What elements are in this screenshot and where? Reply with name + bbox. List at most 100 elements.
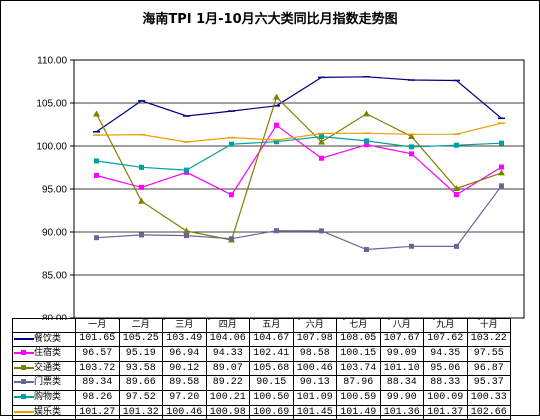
data-label-1-3: 94.33 — [205, 346, 250, 362]
data-label-3-5: 90.13 — [292, 375, 337, 392]
table-row: 餐饮类 101.65 105.25 103.49 104.06 104.67 107.98 1… — [12, 331, 511, 348]
series-1-point-8 — [454, 192, 459, 198]
legend-entry-1: 住宿类 — [12, 346, 76, 362]
data-label-2-5: 100.46 — [292, 360, 337, 377]
data-label-0-8: 107.62 — [423, 331, 468, 348]
data-label-4-7: 99.90 — [379, 390, 424, 406]
series-4-point-0 — [94, 158, 99, 164]
series-4-point-2 — [184, 167, 189, 173]
data-label-3-0: 89.34 — [75, 375, 120, 392]
table-row: 娱乐类 101.27 101.32 100.46 100.98 100.69 101.45 1… — [12, 404, 511, 420]
data-label-4-4: 100.50 — [249, 390, 294, 406]
data-label-1-1: 95.19 — [118, 346, 163, 362]
data-label-2-4: 105.68 — [249, 360, 294, 377]
series-line-1 — [96, 124, 502, 196]
series-3-point-4 — [274, 228, 279, 234]
data-label-0-7: 107.67 — [379, 331, 424, 348]
category-label-6: 七月 — [336, 318, 381, 333]
data-label-2-0: 103.72 — [75, 360, 120, 377]
series-line-5 — [96, 122, 502, 143]
data-table: 一月 二月 三月 四月 五月 六月 七月 八月 九月 十月 餐饮类 101.65 105.25 103.4… — [12, 318, 511, 420]
series-1-point-0 — [94, 172, 99, 178]
data-label-1-5: 98.58 — [292, 346, 337, 362]
ytick-label-6: 110.00 — [37, 56, 67, 67]
series-2-point-5 — [318, 138, 325, 145]
series-1-point-9 — [499, 164, 504, 170]
data-label-5-6: 101.49 — [336, 404, 381, 420]
data-label-5-3: 100.98 — [205, 404, 250, 420]
series-1-point-5 — [319, 155, 324, 161]
data-label-0-2: 103.49 — [162, 331, 207, 348]
legend-label-3: 门票类 — [34, 377, 62, 388]
category-label-4: 五月 — [249, 318, 294, 333]
ytick-label-3: 95.00 — [42, 185, 67, 196]
data-label-0-3: 104.06 — [205, 331, 250, 348]
series-line-4 — [96, 135, 502, 171]
chart-title: 海南TPI 1月-10月六大类同比月指数走势图 — [142, 12, 398, 27]
data-label-5-2: 100.46 — [162, 404, 207, 420]
series-2-point-9 — [498, 169, 505, 176]
legend-label-1: 住宿类 — [34, 348, 62, 359]
data-label-4-1: 97.52 — [118, 390, 163, 406]
series-2-point-4 — [273, 93, 280, 100]
series-4-point-6 — [364, 138, 369, 144]
series-2-point-6 — [363, 110, 370, 117]
table-header-row: 一月 二月 三月 四月 五月 六月 七月 八月 九月 十月 — [12, 318, 511, 333]
ytick-label-2: 90.00 — [42, 228, 67, 239]
series-4-point-1 — [139, 164, 144, 170]
category-label-1: 二月 — [118, 318, 163, 333]
series-1-point-7 — [409, 151, 414, 157]
series-4-point-8 — [454, 142, 459, 148]
category-label-2: 三月 — [162, 318, 207, 333]
legend-label-0: 餐饮类 — [34, 333, 62, 344]
series-4-point-7 — [409, 144, 414, 150]
legend-swatch-4 — [14, 393, 34, 401]
series-2-point-0 — [93, 110, 100, 117]
series-4-point-3 — [229, 141, 234, 147]
category-label-7: 八月 — [379, 318, 424, 333]
data-label-4-3: 100.21 — [205, 390, 250, 406]
series-line-2 — [95, 96, 502, 241]
series-3-point-3 — [229, 236, 234, 242]
data-label-4-9: 100.33 — [466, 390, 511, 406]
series-3-point-7 — [409, 243, 414, 249]
data-label-3-8: 88.33 — [423, 375, 468, 392]
series-3-point-9 — [499, 183, 504, 189]
series-1-point-1 — [139, 184, 144, 190]
legend-swatch-0 — [14, 335, 34, 343]
series-3-point-5 — [319, 228, 324, 234]
category-label-9: 十月 — [466, 318, 511, 333]
legend-label-5: 娱乐类 — [34, 406, 62, 417]
series-line-0 — [96, 76, 502, 133]
data-label-5-1: 101.32 — [118, 404, 163, 420]
series-2-point-1 — [138, 197, 145, 204]
data-label-1-9: 97.55 — [466, 346, 511, 362]
data-label-2-7: 101.10 — [379, 360, 424, 377]
data-label-5-7: 101.36 — [379, 404, 424, 420]
data-label-0-5: 107.98 — [292, 331, 337, 348]
legend-entry-4: 购物类 — [12, 390, 76, 406]
series-3-point-6 — [364, 247, 369, 253]
series-3-point-1 — [139, 232, 144, 238]
data-label-0-0: 101.65 — [75, 331, 120, 348]
data-label-1-6: 100.15 — [336, 346, 381, 362]
data-label-1-4: 102.41 — [249, 346, 294, 362]
table-row: 门票类 89.34 89.66 89.58 89.22 90.15 90.13 87.96 88… — [12, 375, 511, 392]
data-label-3-4: 90.15 — [249, 375, 294, 392]
data-label-0-6: 108.05 — [336, 331, 381, 348]
data-label-1-2: 96.94 — [162, 346, 207, 362]
category-label-8: 九月 — [423, 318, 468, 333]
data-label-2-2: 90.12 — [162, 360, 207, 377]
data-label-5-4: 100.69 — [249, 404, 294, 420]
legend-swatch-5 — [14, 408, 34, 416]
category-label-5: 六月 — [292, 318, 337, 333]
series-4-point-5 — [319, 134, 324, 140]
series-2-point-7 — [408, 133, 415, 140]
data-label-5-9: 102.66 — [466, 404, 511, 420]
data-label-1-0: 96.57 — [75, 346, 120, 362]
series-line-3 — [96, 185, 502, 251]
series-3-point-8 — [454, 243, 459, 249]
table-corner — [12, 318, 76, 333]
line-plot: 80.00 85.00 90.00 95.00 100.00 105.00 110.00 — [36, 56, 525, 320]
data-label-2-8: 95.06 — [423, 360, 468, 377]
